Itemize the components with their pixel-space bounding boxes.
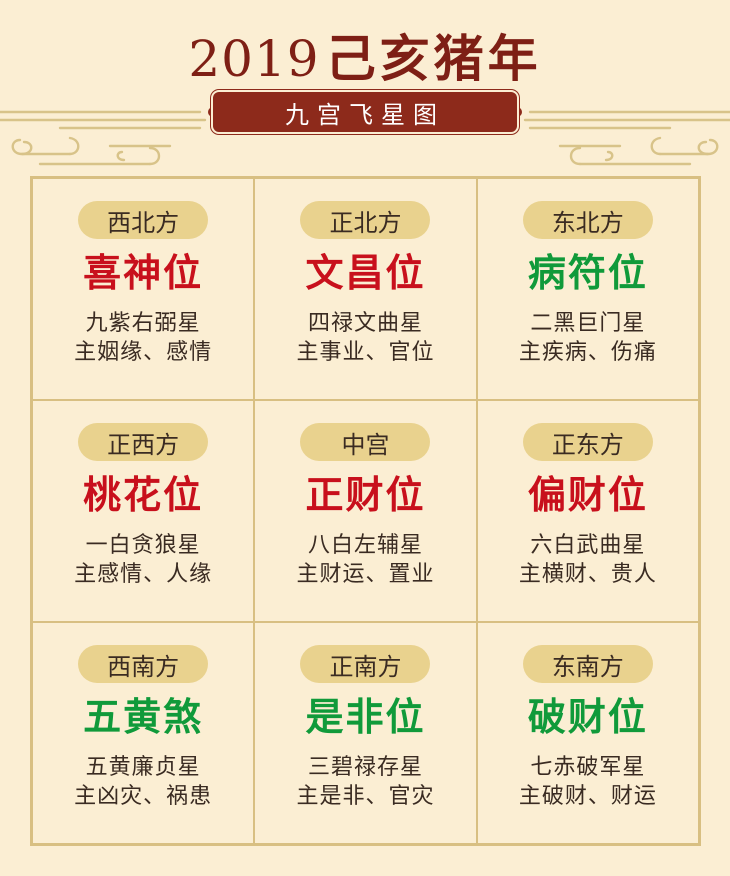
position-name: 正财位 (305, 473, 426, 517)
star-name: 六白武曲星 (530, 532, 646, 558)
direction-badge: 西北方 (78, 201, 209, 239)
star-meaning: 主凶灾、祸患 (74, 784, 213, 810)
palace-cell-east: 正东方 偏财位 六白武曲星 主横财、贵人 (476, 400, 699, 622)
position-name: 是非位 (305, 695, 426, 739)
position-name: 喜神位 (83, 251, 204, 295)
position-name: 桃花位 (83, 473, 204, 517)
position-name: 破财位 (527, 695, 648, 739)
star-name: 三碧禄存星 (307, 754, 423, 780)
direction-badge: 西南方 (78, 645, 209, 683)
position-name: 五黄煞 (83, 695, 204, 739)
star-meaning: 主是非、官灾 (296, 784, 435, 810)
palace-cell-north: 正北方 文昌位 四禄文曲星 主事业、官位 (254, 178, 477, 400)
star-name: 四禄文曲星 (307, 310, 423, 336)
star-meaning: 主事业、官位 (296, 340, 435, 366)
palace-cell-northwest: 西北方 喜神位 九紫右弼星 主姻缘、感情 (32, 178, 255, 400)
title-text: 己亥猪年 (325, 30, 542, 88)
star-name: 七赤破军星 (530, 754, 646, 780)
nine-palace-grid: 西北方 喜神位 九紫右弼星 主姻缘、感情 正北方 文昌位 四禄文曲星 主事业、官… (30, 176, 701, 846)
direction-badge: 正东方 (522, 423, 653, 461)
star-meaning: 主破财、财运 (518, 784, 657, 810)
palace-cell-southeast: 东南方 破财位 七赤破军星 主破财、财运 (476, 622, 699, 844)
direction-badge: 正北方 (300, 201, 431, 239)
star-name: 九紫右弼星 (85, 310, 201, 336)
star-meaning: 主财运、置业 (296, 562, 435, 588)
star-name: 五黄廉贞星 (85, 754, 201, 780)
page-title: 2019 己亥猪年 (0, 14, 730, 84)
star-meaning: 主疾病、伤痛 (518, 340, 657, 366)
palace-cell-southwest: 西南方 五黄煞 五黄廉贞星 主凶灾、祸患 (32, 622, 255, 844)
star-name: 二黑巨门星 (530, 310, 646, 336)
direction-badge: 正西方 (78, 423, 209, 461)
position-name: 文昌位 (305, 251, 426, 295)
direction-badge: 东南方 (522, 645, 653, 683)
palace-cell-west: 正西方 桃花位 一白贪狼星 主感情、人缘 (32, 400, 255, 622)
star-meaning: 主姻缘、感情 (74, 340, 213, 366)
star-meaning: 主感情、人缘 (74, 562, 213, 588)
direction-badge: 中宫 (300, 423, 431, 461)
title-year: 2019 (188, 30, 320, 88)
palace-cell-northeast: 东北方 病符位 二黑巨门星 主疾病、伤痛 (476, 178, 699, 400)
star-name: 一白贪狼星 (85, 532, 201, 558)
star-name: 八白左辅星 (307, 532, 423, 558)
palace-cell-south: 正南方 是非位 三碧禄存星 主是非、官灾 (254, 622, 477, 844)
position-name: 病符位 (527, 251, 648, 295)
direction-badge: 东北方 (522, 201, 653, 239)
palace-cell-center: 中宫 正财位 八白左辅星 主财运、置业 (254, 400, 477, 622)
star-meaning: 主横财、贵人 (518, 562, 657, 588)
position-name: 偏财位 (527, 473, 648, 517)
direction-badge: 正南方 (300, 645, 431, 683)
subtitle-banner: 九宫飞星图 (213, 92, 517, 132)
